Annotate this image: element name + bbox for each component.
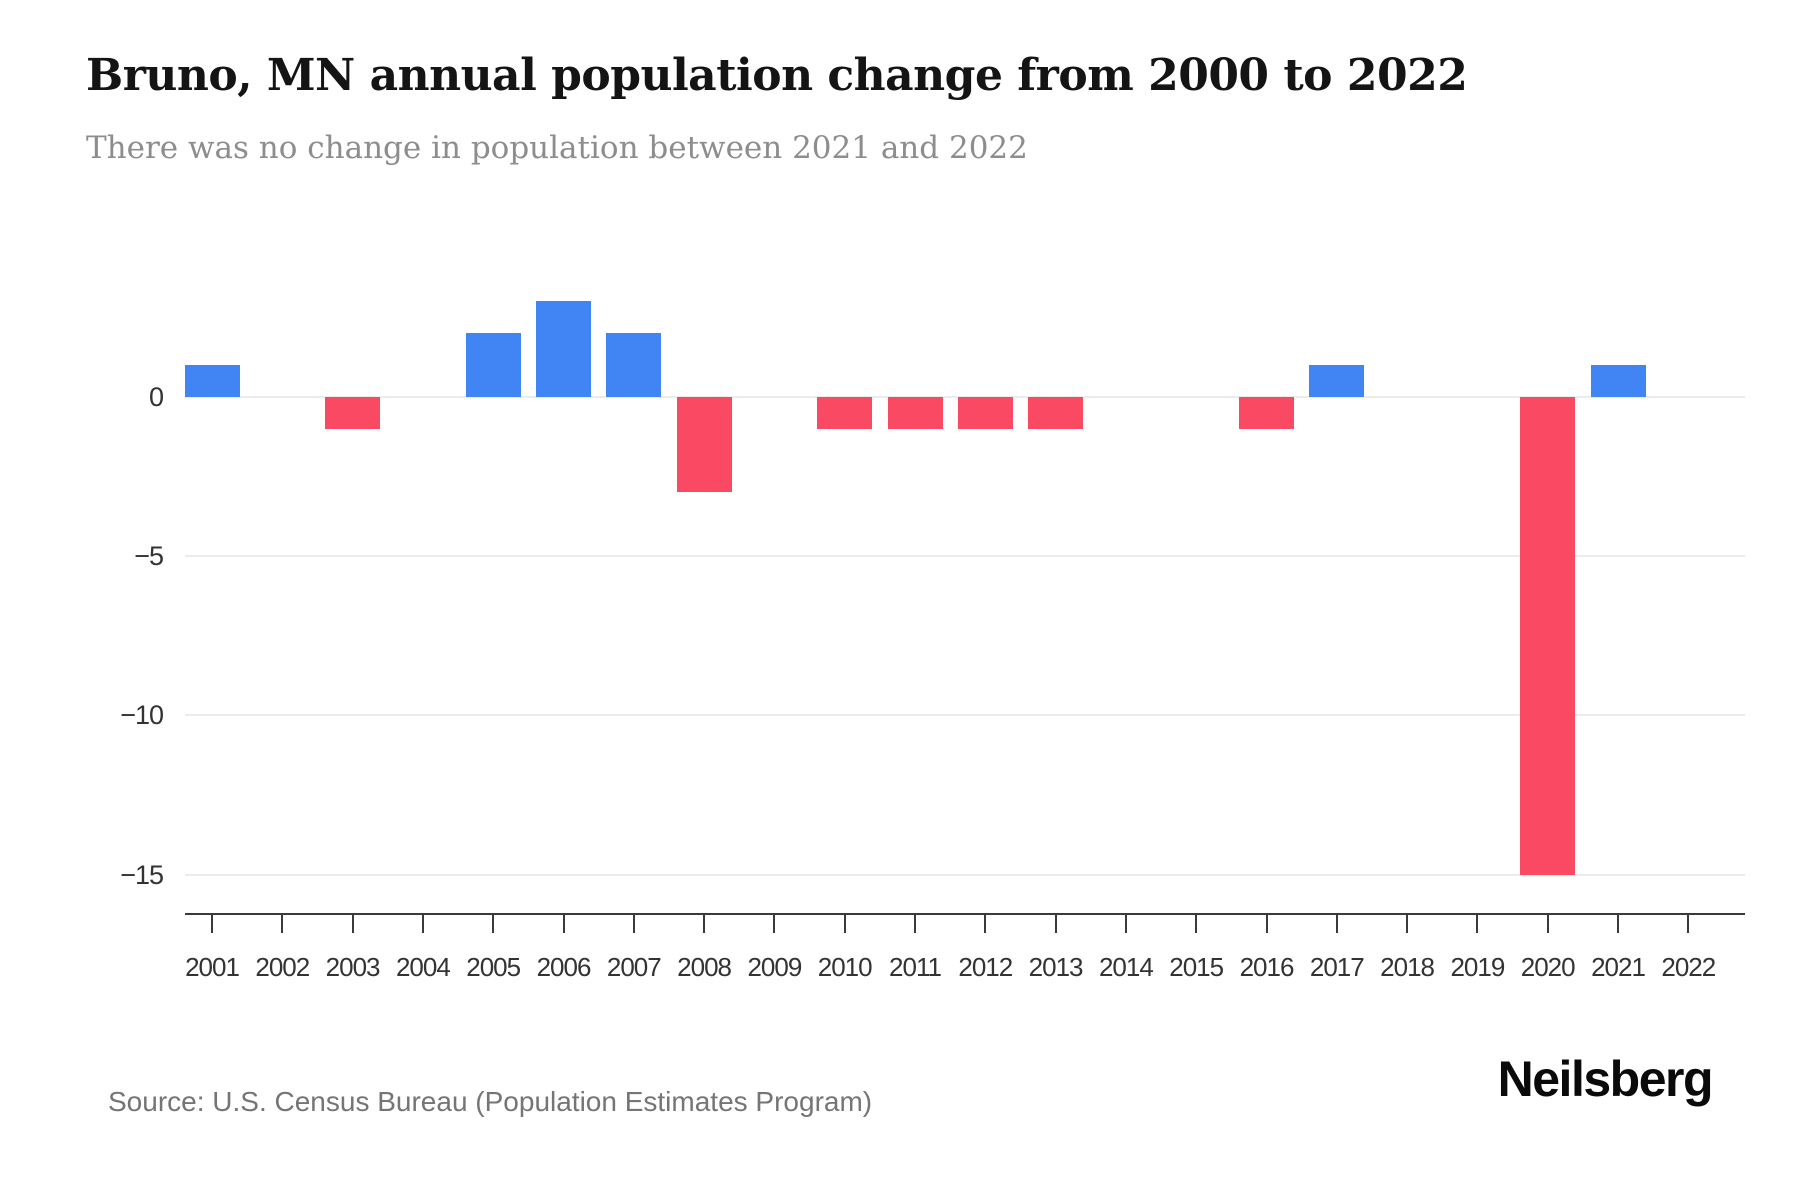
x-tick-label-2011: 2011	[889, 952, 942, 982]
chart-title: Bruno, MN annual population change from …	[86, 50, 1468, 101]
gridline--5	[185, 555, 1745, 557]
x-tick-label-2017: 2017	[1309, 952, 1365, 982]
bar-2006[interactable]	[536, 301, 591, 397]
x-tick-label-2006: 2006	[536, 952, 592, 982]
gridline--10	[185, 714, 1745, 717]
x-tick-label-2001: 2001	[185, 952, 240, 982]
x-tick-2013	[1054, 915, 1057, 933]
x-tick-label-2019: 2019	[1450, 952, 1505, 982]
x-tick-2017	[1335, 915, 1338, 933]
bar-2005[interactable]	[465, 332, 521, 397]
x-tick-label-2013: 2013	[1028, 952, 1084, 982]
x-tick-2012	[984, 915, 987, 933]
x-tick-2001	[211, 915, 213, 933]
bar-2012[interactable]	[957, 396, 1013, 429]
x-tick-label-2022: 2022	[1661, 952, 1716, 982]
x-tick-2010	[843, 915, 846, 933]
bar-2008[interactable]	[676, 396, 732, 493]
x-tick-2007	[632, 915, 635, 933]
bar-2013[interactable]	[1028, 396, 1084, 429]
bar-2010[interactable]	[817, 396, 873, 429]
x-tick-label-2015: 2015	[1169, 952, 1224, 982]
x-tick-2011	[914, 915, 916, 933]
plot-area: 0 −5 −10 −15 2001 2002 2003 2004 2005 2006 2007 200…	[120, 250, 1745, 982]
x-tick-label-2004: 2004	[395, 952, 451, 982]
x-tick-label-2010: 2010	[817, 952, 873, 982]
x-tick-label-2007: 2007	[606, 952, 662, 982]
x-tick-label-2014: 2014	[1098, 952, 1154, 982]
chart-subtitle: There was no change in population betwee…	[86, 130, 1028, 166]
x-tick-label-2018: 2018	[1380, 952, 1435, 982]
x-tick-label-2002: 2002	[255, 952, 310, 982]
x-tick-label-2008: 2008	[677, 952, 732, 982]
x-tick-2008	[703, 915, 706, 933]
x-tick-label-2003: 2003	[325, 952, 381, 982]
x-tick-label-2009: 2009	[747, 952, 802, 982]
x-tick-2003	[351, 915, 354, 933]
y-tick-label--15: −15	[120, 859, 164, 890]
x-tick-label-2005: 2005	[466, 952, 521, 982]
x-tick-2002	[281, 915, 284, 933]
x-tick-2005	[492, 915, 495, 933]
y-tick-label--10: −10	[120, 700, 164, 731]
x-tick-2022	[1687, 915, 1690, 933]
brand-logo: Neilsberg	[1497, 1051, 1714, 1107]
x-tick-label-2012: 2012	[958, 952, 1013, 982]
x-tick-2016	[1265, 915, 1268, 933]
x-tick-2018	[1406, 915, 1409, 933]
x-tick-2020	[1546, 915, 1549, 933]
x-tick-2019	[1476, 915, 1479, 933]
source-text: Source: U.S. Census Bureau (Population E…	[108, 1086, 873, 1117]
bar-2001[interactable]	[184, 364, 240, 397]
gridline--15	[185, 873, 1745, 876]
bar-2021[interactable]	[1590, 364, 1646, 397]
x-tick-2004	[421, 915, 424, 933]
y-tick-label--5: −5	[134, 541, 164, 571]
x-tick-2021	[1617, 915, 1619, 933]
x-tick-label-2021: 2021	[1591, 952, 1646, 982]
bar-2020[interactable]	[1520, 396, 1576, 875]
bar-2011[interactable]	[887, 396, 943, 429]
x-tick-label-2016: 2016	[1239, 952, 1295, 982]
bar-2003[interactable]	[325, 396, 381, 429]
x-tick-2015	[1195, 915, 1198, 933]
x-tick-2006	[562, 915, 565, 933]
bar-2007[interactable]	[606, 332, 662, 397]
x-tick-2009	[773, 915, 776, 933]
y-tick-label-0: 0	[148, 381, 164, 412]
x-tick-label-2020: 2020	[1520, 952, 1576, 982]
bar-2016[interactable]	[1239, 396, 1294, 429]
bar-2017[interactable]	[1309, 364, 1365, 397]
x-tick-2014	[1124, 915, 1127, 933]
